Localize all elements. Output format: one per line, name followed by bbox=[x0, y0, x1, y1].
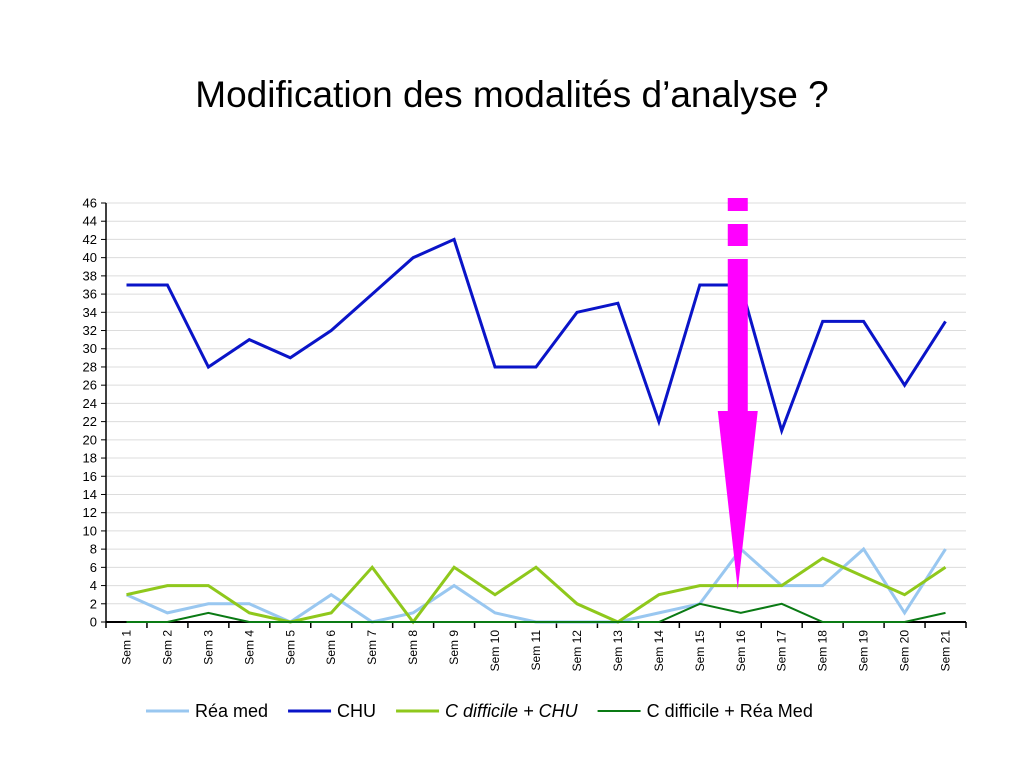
x-tick-label: Sem 11 bbox=[529, 630, 543, 671]
x-tick-label: Sem 19 bbox=[857, 630, 871, 672]
x-tick-labels: Sem 1 Sem 2 Sem 3 Sem 4 Sem 5 Sem 6 Sem 7 Sem 8… bbox=[105, 622, 967, 672]
legend-label-3: C difficile + Réa Med bbox=[647, 701, 813, 721]
gridlines bbox=[106, 202, 966, 605]
x-tick-label: Sem 20 bbox=[898, 630, 912, 672]
legend-label-2: C difficile + CHU bbox=[445, 701, 579, 721]
y-tick-label: 28 bbox=[83, 359, 97, 374]
y-tick-label: 20 bbox=[83, 432, 97, 447]
y-tick-label: 14 bbox=[83, 487, 97, 502]
y-tick-label: 36 bbox=[83, 287, 97, 302]
y-tick-label: 26 bbox=[83, 378, 97, 393]
y-tick-label: 46 bbox=[83, 196, 97, 211]
y-tick-label: 32 bbox=[83, 323, 97, 338]
x-tick-label: Sem 9 bbox=[447, 630, 461, 665]
axes bbox=[105, 203, 966, 623]
y-tick-labels: 0246810121416182022242628303234363840424… bbox=[83, 196, 106, 630]
x-tick-label: Sem 15 bbox=[693, 630, 707, 672]
series-line-3 bbox=[126, 602, 946, 623]
y-tick-label: 38 bbox=[83, 268, 97, 283]
x-tick-label: Sem 6 bbox=[324, 630, 338, 665]
page-title: Modification des modalités d’analyse ? bbox=[195, 74, 829, 115]
x-tick-label: Sem 3 bbox=[201, 630, 215, 665]
y-tick-label: 30 bbox=[83, 341, 97, 356]
x-tick-label: Sem 17 bbox=[775, 630, 789, 672]
x-tick-label: Sem 16 bbox=[734, 630, 748, 672]
legend-label-1: CHU bbox=[337, 701, 376, 721]
arrow-dash bbox=[727, 224, 748, 246]
x-tick-label: Sem 7 bbox=[365, 630, 379, 665]
y-tick-label: 18 bbox=[83, 451, 97, 466]
y-tick-label: 42 bbox=[83, 232, 97, 247]
y-tick-label: 4 bbox=[90, 578, 97, 593]
magenta-arrow-annotation bbox=[717, 198, 758, 590]
x-tick-label: Sem 2 bbox=[160, 630, 174, 665]
series-line-1 bbox=[126, 237, 947, 436]
x-tick-label: Sem 21 bbox=[939, 630, 953, 672]
y-tick-label: 0 bbox=[90, 615, 97, 630]
x-tick-label: Sem 14 bbox=[652, 630, 666, 672]
x-tick-label: Sem 13 bbox=[611, 630, 625, 672]
y-tick-label: 34 bbox=[83, 305, 97, 320]
y-tick-label: 16 bbox=[83, 469, 97, 484]
y-tick-label: 24 bbox=[83, 396, 97, 411]
y-tick-label: 6 bbox=[90, 560, 97, 575]
y-tick-label: 10 bbox=[83, 523, 97, 538]
x-tick-label: Sem 4 bbox=[242, 630, 256, 665]
legend-label-0: Réa med bbox=[195, 701, 268, 721]
x-tick-label: Sem 8 bbox=[406, 630, 420, 665]
x-tick-label: Sem 5 bbox=[283, 630, 297, 665]
y-tick-label: 40 bbox=[83, 250, 97, 265]
x-tick-label: Sem 12 bbox=[570, 630, 584, 672]
x-tick-label: Sem 18 bbox=[816, 630, 830, 672]
y-tick-label: 22 bbox=[83, 414, 97, 429]
x-tick-label: Sem 10 bbox=[488, 630, 502, 672]
y-tick-label: 44 bbox=[83, 214, 97, 229]
x-tick-label: Sem 1 bbox=[119, 630, 133, 665]
y-tick-label: 2 bbox=[90, 596, 97, 611]
arrow-head bbox=[717, 411, 758, 590]
arrow-shaft bbox=[727, 259, 748, 411]
series-line-2 bbox=[126, 556, 947, 625]
y-tick-label: 8 bbox=[90, 542, 97, 557]
arrow-dash bbox=[727, 198, 748, 211]
legend: Réa med CHU C difficile + CHU C difficile +… bbox=[146, 701, 813, 721]
y-tick-label: 12 bbox=[83, 505, 97, 520]
series-lines bbox=[125, 237, 947, 625]
